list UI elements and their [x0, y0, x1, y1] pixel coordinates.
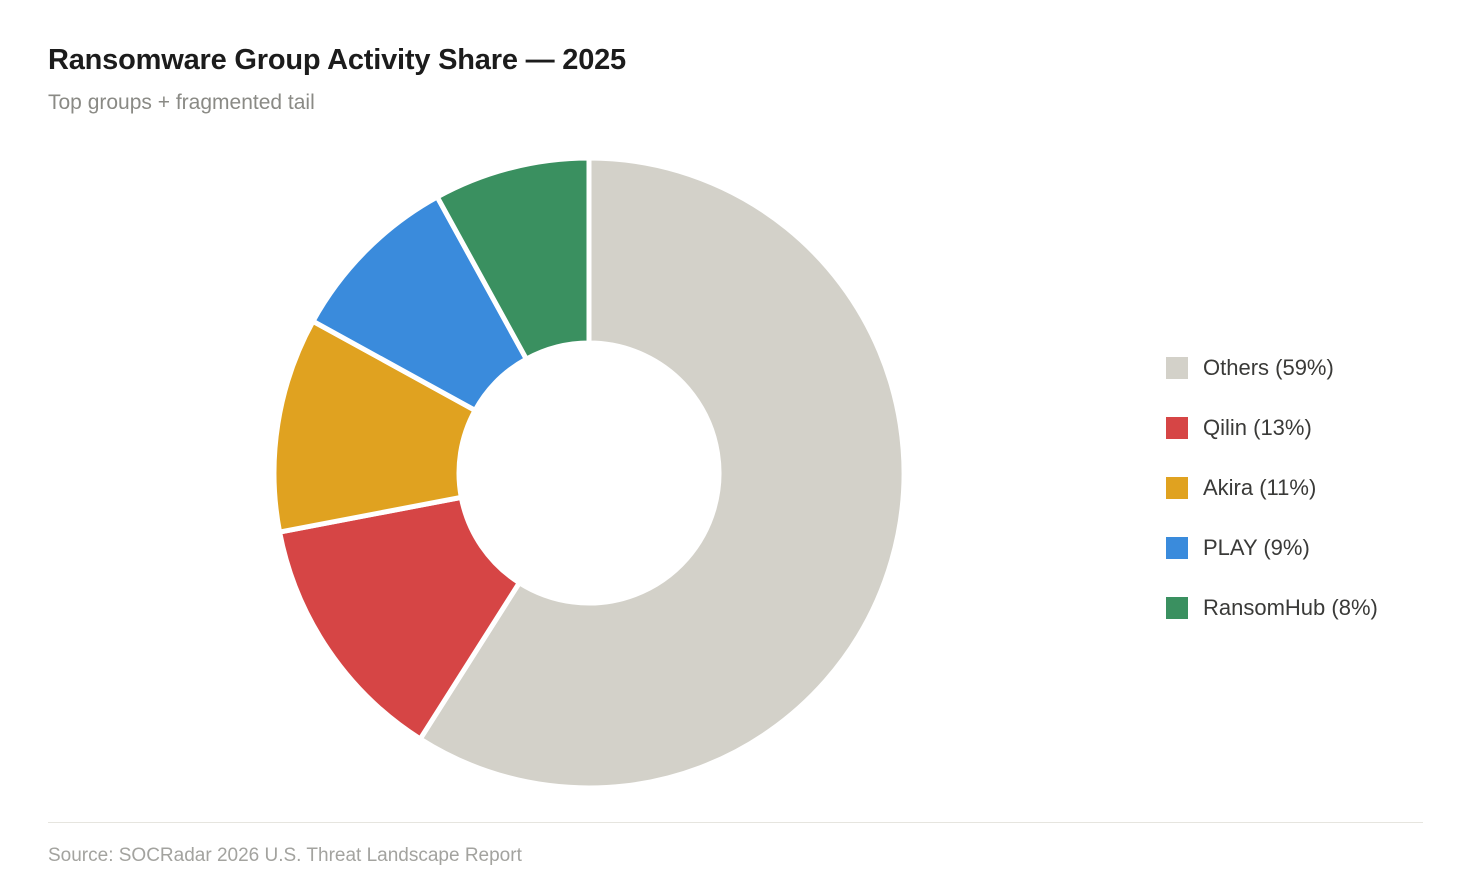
- legend-label: PLAY (9%): [1203, 535, 1310, 560]
- legend-item-ransomhub[interactable]: RansomHub (8%): [1166, 578, 1378, 638]
- legend-swatch-icon: [1166, 537, 1188, 559]
- legend-label: RansomHub (8%): [1203, 595, 1378, 620]
- donut-slices: [271, 155, 907, 791]
- slice-qilin[interactable]: [276, 494, 523, 743]
- slice-play[interactable]: [309, 193, 530, 414]
- slice-others[interactable]: [416, 155, 907, 791]
- legend-item-play[interactable]: PLAY (9%): [1166, 518, 1378, 578]
- legend-item-akira[interactable]: Akira (11%): [1166, 458, 1378, 518]
- slice-ransomhub[interactable]: [433, 155, 592, 363]
- legend-swatch-icon: [1166, 357, 1188, 379]
- legend: Others (59%) Qilin (13%) Akira (11%) PLA…: [1166, 338, 1378, 638]
- legend-swatch-icon: [1166, 597, 1188, 619]
- slice-akira[interactable]: [271, 317, 479, 535]
- legend-label: Akira (11%): [1203, 475, 1317, 500]
- legend-item-others[interactable]: Others (59%): [1166, 338, 1378, 398]
- chart-title: Ransomware Group Activity Share — 2025: [48, 44, 626, 76]
- source-note: Source: SOCRadar 2026 U.S. Threat Landsc…: [48, 845, 522, 866]
- legend-swatch-icon: [1166, 417, 1188, 439]
- legend-swatch-icon: [1166, 477, 1188, 499]
- chart-subtitle: Top groups + fragmented tail: [48, 91, 315, 114]
- legend-label: Others (59%): [1203, 355, 1334, 380]
- footer-divider: [48, 822, 1423, 823]
- legend-label: Qilin (13%): [1203, 415, 1312, 440]
- legend-item-qilin[interactable]: Qilin (13%): [1166, 398, 1378, 458]
